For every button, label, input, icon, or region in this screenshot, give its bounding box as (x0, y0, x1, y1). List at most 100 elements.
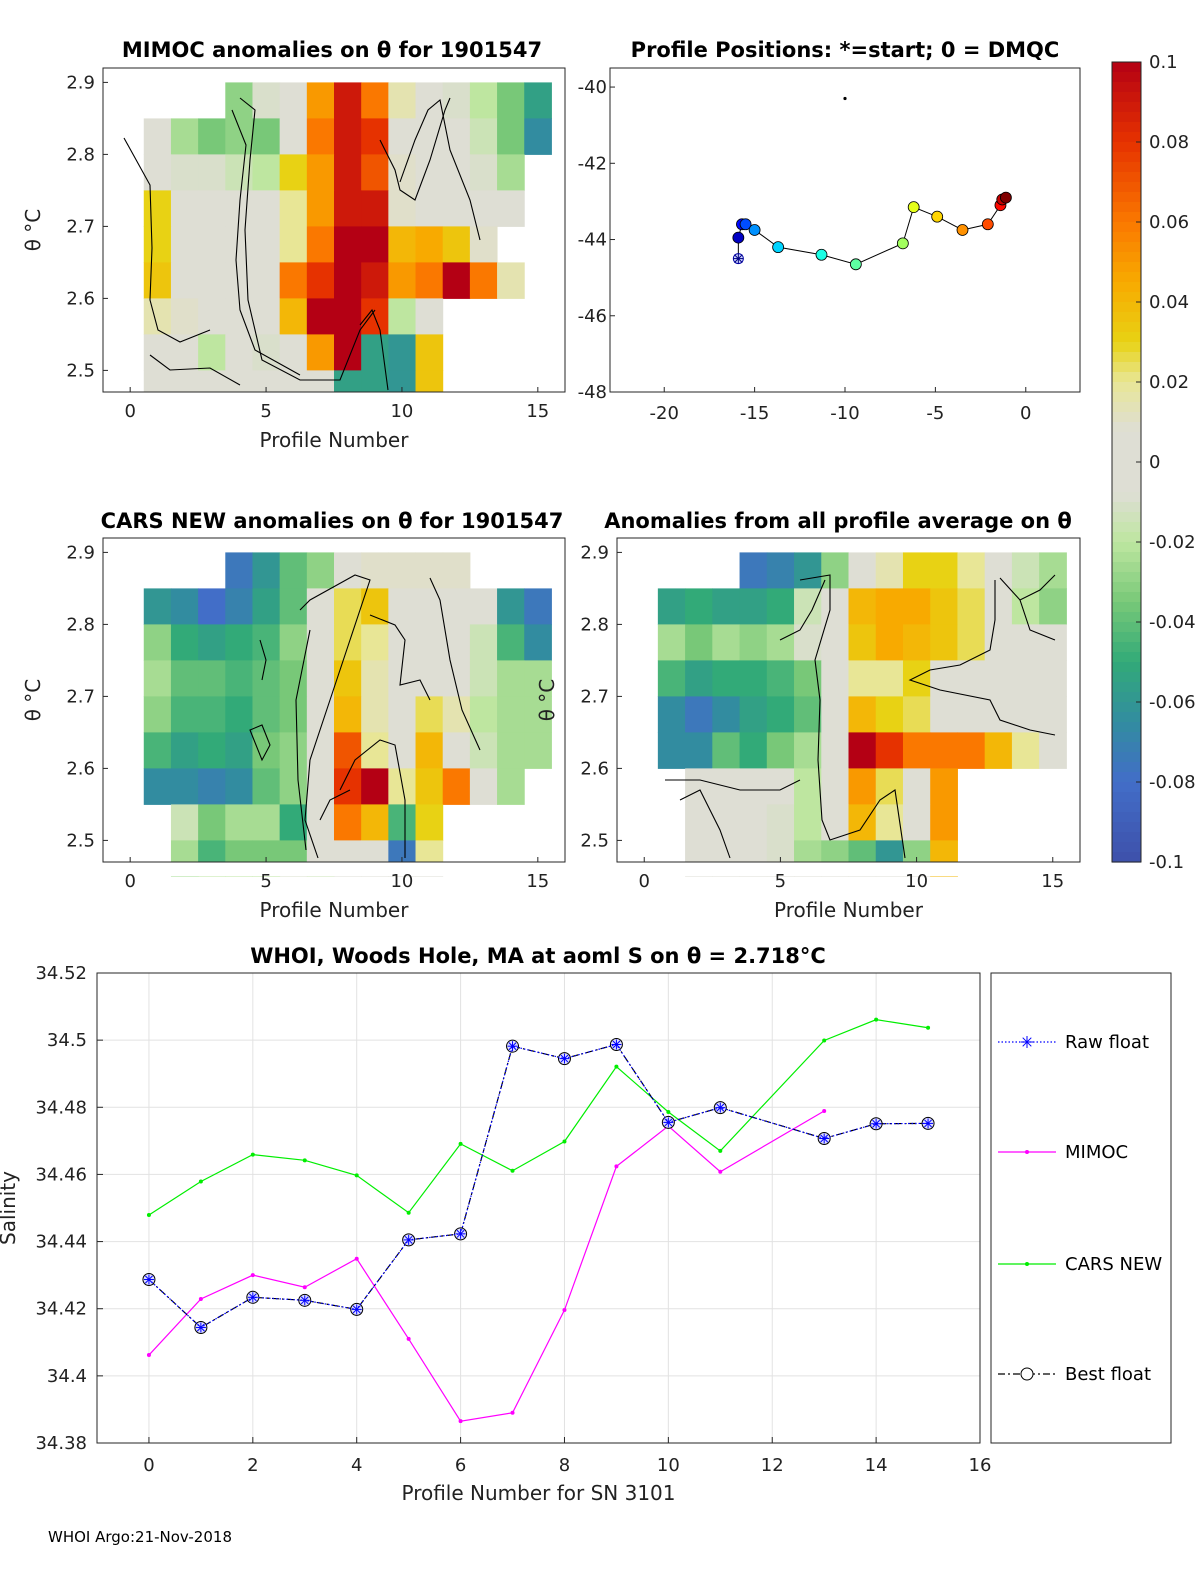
data-point (143, 1274, 154, 1285)
start-star (733, 254, 743, 263)
legend-label: MIMOC (1065, 1142, 1128, 1163)
colorbar-swatch (1112, 252, 1141, 263)
data-point (926, 1025, 931, 1030)
heat-cell (252, 298, 281, 335)
heat-cell (524, 624, 552, 661)
heat-cell (198, 768, 226, 805)
colorbar-swatch (1112, 742, 1141, 753)
heat-cell (848, 624, 877, 661)
heat-cell (252, 732, 281, 769)
colorbar-swatch (1112, 822, 1141, 833)
y-tick-label: 2.5 (66, 360, 95, 381)
profile-marker (896, 237, 909, 250)
heat-cell (524, 82, 552, 119)
heat-cell (821, 696, 849, 733)
data-point (715, 1102, 726, 1113)
heat-cell (170, 624, 199, 661)
heat-cell (497, 82, 525, 119)
heat-cell (469, 624, 498, 661)
heat-cell (875, 552, 904, 589)
colorbar-swatch (1112, 512, 1141, 523)
x-tick-label: 5 (775, 871, 786, 892)
heat-cell (225, 840, 253, 863)
data-point (923, 1118, 934, 1129)
colorbar-swatch (1112, 362, 1141, 373)
data-point (562, 1139, 567, 1144)
heat-cell (334, 262, 362, 299)
star-stroke (1022, 1037, 1032, 1047)
heat-cell (170, 588, 199, 625)
heat-cell (170, 876, 199, 877)
x-tick-label: 0 (639, 871, 650, 892)
colorbar-swatch (1112, 762, 1141, 773)
heat-cell (306, 118, 335, 155)
star-stroke (872, 1119, 881, 1128)
colorbar-swatch (1112, 732, 1141, 743)
data-point (718, 1148, 723, 1153)
heat-cell (252, 370, 281, 393)
colorbar-swatch (1112, 442, 1141, 453)
colorbar-swatch (1112, 662, 1141, 673)
heat-cell (930, 804, 958, 841)
colorbar-tick-label: 0.06 (1149, 212, 1189, 233)
heat-cell (225, 334, 253, 371)
profile-marker (907, 201, 920, 214)
colorbar-swatch (1112, 772, 1141, 783)
star-stroke (196, 1323, 205, 1332)
heat-cell (902, 660, 931, 697)
series-line-raw-float (148, 1043, 929, 1329)
colorbar-swatch (1112, 152, 1141, 163)
colorbar-swatch (1112, 302, 1141, 313)
heat-cell (279, 190, 308, 227)
heat-cell (415, 334, 444, 371)
contour-line (319, 789, 351, 821)
data-point (250, 1152, 255, 1157)
colorbar-swatch (1112, 642, 1141, 653)
heat-cell (252, 768, 281, 805)
colorbar-swatch (1112, 62, 1141, 73)
heat-cell (306, 876, 335, 877)
heat-cell (225, 370, 253, 393)
contour-line (679, 789, 731, 859)
data-point (146, 1213, 151, 1218)
heat-cell (361, 552, 389, 589)
heat-cell (1039, 552, 1067, 589)
heat-cell (848, 552, 877, 589)
data-point (302, 1158, 307, 1163)
data-point (403, 1234, 414, 1245)
heat-cell (361, 660, 389, 697)
star-stroke (560, 1054, 569, 1063)
mimoc-title: MIMOC anomalies on θ for 1901547 (122, 38, 542, 62)
heat-cell (279, 696, 308, 733)
x-tick-label: 10 (390, 871, 413, 892)
heat-cell (334, 660, 362, 697)
heat-cell (739, 552, 768, 589)
data-point (614, 1064, 619, 1069)
heat-cell (524, 660, 552, 697)
heat-cell (334, 840, 362, 863)
heat-cell (497, 732, 525, 769)
colorbar-swatch (1112, 782, 1141, 793)
heat-cell (524, 118, 552, 155)
colorbar-swatch (1112, 102, 1141, 113)
salinity-axes-box (96, 972, 981, 1444)
heat-cell (334, 298, 362, 335)
heat-cell (388, 226, 417, 263)
heat-cell (821, 588, 849, 625)
heat-cell (875, 696, 904, 733)
heat-cell (497, 118, 525, 155)
colorbar-swatch (1112, 322, 1141, 333)
heat-cell (388, 624, 417, 661)
positions-axes-box (609, 67, 1081, 393)
heat-cell (225, 696, 253, 733)
heat-cell (685, 876, 713, 877)
y-tick-label: 34.4 (47, 1366, 87, 1387)
star-stroke (300, 1296, 309, 1305)
y-tick-label: -42 (578, 153, 607, 174)
heat-cell (1011, 588, 1040, 625)
heat-cell (252, 190, 281, 227)
heat-cell (306, 660, 335, 697)
heat-cell (794, 840, 822, 863)
x-tick-label: 4 (351, 1455, 362, 1476)
heat-cell (361, 768, 389, 805)
